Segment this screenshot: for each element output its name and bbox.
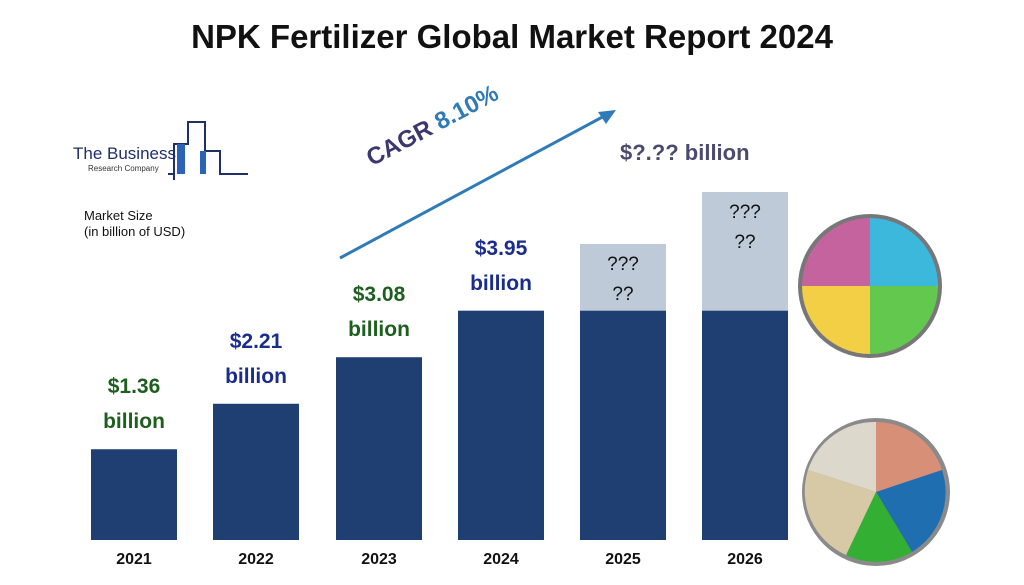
data-label: ????? — [580, 250, 666, 310]
bar-2021 — [91, 449, 177, 540]
cagr-arrow-head — [598, 110, 616, 124]
cagr-arrow-line — [339, 112, 609, 260]
data-label: $2.21 billion — [196, 324, 316, 394]
data-label: $3.95 billion — [441, 231, 561, 301]
data-label-line: $2.21 — [229, 329, 283, 353]
market-size-line1: Market Size — [84, 208, 153, 223]
data-label-line: $3.08 — [352, 283, 406, 307]
market-size-line2: (in billion of USD) — [84, 224, 186, 239]
forecast-value-label: $?.?? billion — [620, 140, 750, 165]
market-size-label: Market Size (in billion of USD) — [84, 208, 185, 240]
data-label: ????? — [702, 198, 788, 258]
bar-2026 — [702, 310, 788, 540]
fertilizer-image-bottom — [802, 418, 950, 566]
data-label-line: billion — [348, 318, 410, 342]
data-label-line: ?? — [734, 232, 756, 253]
data-label-line: $1.36 — [107, 375, 161, 399]
fertilizer-image-top — [798, 214, 942, 358]
x-tick-label: 2024 — [483, 551, 519, 568]
bar-2024 — [458, 310, 544, 540]
logo-buildings-icon — [168, 121, 248, 180]
chart-title: NPK Fertilizer Global Market Report 2024 — [191, 18, 833, 55]
data-label: $3.08 billion — [319, 277, 439, 347]
bar-2022 — [213, 403, 299, 540]
bar-2025 — [580, 310, 666, 540]
x-tick-label: 2023 — [361, 551, 397, 568]
data-label-line: ??? — [607, 254, 639, 275]
logo-line2: Research Company — [88, 164, 159, 173]
data-label-line: $3.95 — [474, 236, 528, 260]
data-label-line: ?? — [612, 284, 634, 305]
data-label: $1.36 billion — [74, 369, 194, 439]
x-tick-label: 2026 — [727, 551, 763, 568]
logo-line1: The Business — [73, 144, 176, 163]
forecast-bar-2026 — [702, 192, 788, 311]
data-label-line: billion — [103, 410, 165, 434]
x-tick-label: 2021 — [116, 551, 152, 568]
x-tick-label: 2022 — [238, 551, 274, 568]
data-label-line: billion — [225, 364, 287, 388]
forecast-bar-2025 — [580, 244, 666, 311]
data-label-line: billion — [470, 271, 532, 295]
x-tick-label: 2025 — [605, 551, 641, 568]
bar-2023 — [336, 357, 422, 540]
company-logo: The Business Research Company — [70, 118, 260, 188]
data-label-line: ??? — [729, 202, 761, 223]
